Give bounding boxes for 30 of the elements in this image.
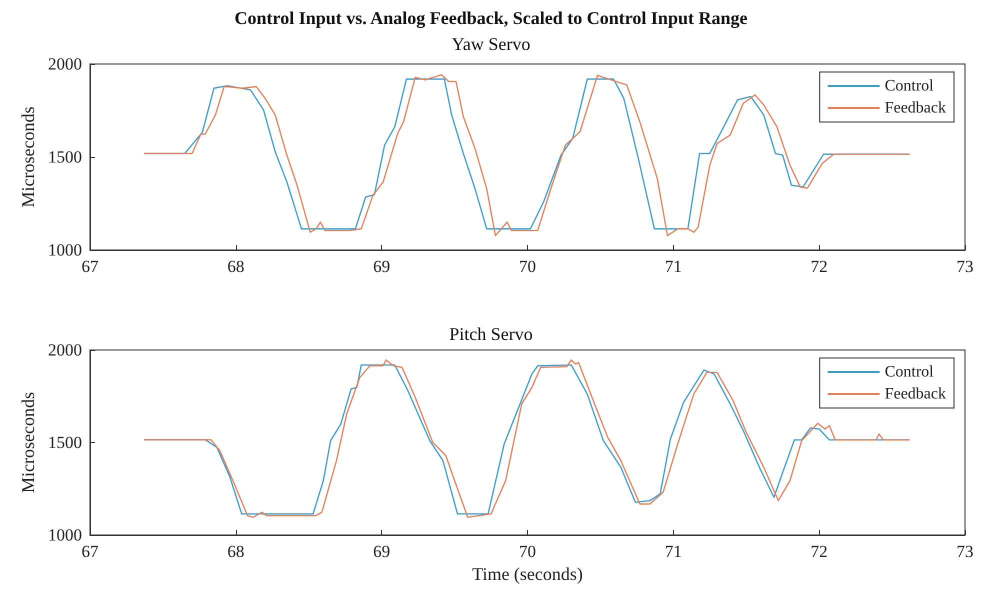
legend-label: Feedback (884, 386, 946, 402)
y-tick-label: 2000 (48, 340, 82, 360)
y-axis-title: Microseconds (18, 392, 38, 493)
chart-subtitle: Yaw Servo (452, 34, 530, 54)
y-tick-label: 1500 (48, 433, 82, 452)
legend-label: Control (884, 78, 934, 94)
x-tick-label: 72 (810, 257, 828, 276)
legend-label: Feedback (884, 100, 946, 116)
y-tick-label: 1000 (48, 240, 82, 260)
x-tick-label: 73 (956, 257, 974, 276)
x-tick-label: 73 (956, 542, 974, 561)
x-axis-title: Time (seconds) (472, 564, 583, 584)
x-tick-label: 70 (519, 257, 536, 276)
chart-title: Control Input vs. Analog Feedback, Scaled to Control Input Range (234, 8, 748, 28)
x-tick-label: 71 (664, 257, 682, 276)
x-tick-label: 68 (227, 542, 244, 561)
chart-title: Pitch Servo (449, 324, 533, 344)
y-tick-label: 1500 (48, 148, 82, 166)
x-tick-label: 69 (373, 542, 390, 561)
y-tick-label: 1000 (48, 526, 82, 544)
x-tick-label: 67 (82, 257, 99, 276)
x-tick-label: 71 (664, 542, 682, 561)
x-tick-label: 69 (373, 257, 390, 276)
y-tick-label: 2000 (48, 54, 82, 74)
legend-label: Control (884, 364, 934, 380)
x-tick-label: 72 (810, 542, 828, 561)
y-axis-title: Microseconds (18, 106, 38, 208)
x-tick-label: 70 (519, 542, 536, 561)
x-tick-label: 68 (227, 257, 244, 276)
x-tick-label: 67 (82, 542, 99, 561)
